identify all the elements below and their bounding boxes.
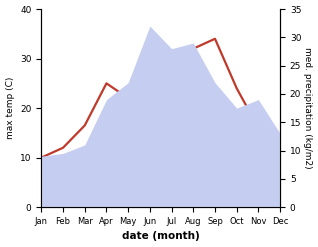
- X-axis label: date (month): date (month): [122, 231, 200, 242]
- Y-axis label: med. precipitation (kg/m2): med. precipitation (kg/m2): [303, 47, 313, 169]
- Y-axis label: max temp (C): max temp (C): [5, 77, 15, 139]
